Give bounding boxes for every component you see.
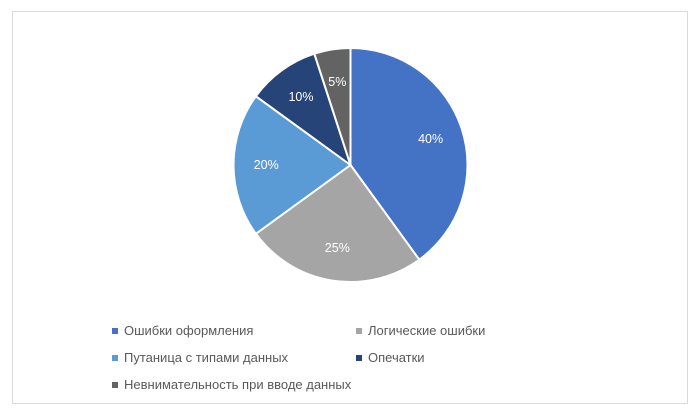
pie-slice-0 [349,46,469,262]
legend-marker-icon [112,354,118,361]
legend-label: Логические ошибки [368,323,486,338]
legend-item-3: Опечатки [356,350,425,365]
pie-slice-3 [254,52,353,168]
legend-label: Путаница с типами данных [124,350,289,365]
slice-data-label: 40% [418,132,443,146]
pie-slice-4 [313,46,352,166]
slice-data-label: 10% [288,90,313,104]
legend-marker-icon [356,327,362,334]
legend-label: Опечатки [368,350,425,365]
slice-data-label: 5% [328,75,346,89]
legend-item-4: Невнимательность при вводе данных [112,377,351,392]
pie-slice-1 [254,163,421,283]
pie-slice-2 [232,94,353,236]
legend-marker-icon [112,327,118,334]
legend-item-1: Логические ошибки [356,323,485,338]
legend-marker-icon [356,354,362,361]
legend-label: Невнимательность при вводе данных [124,377,352,392]
slice-data-label: 25% [325,241,350,255]
legend-marker-icon [112,381,118,388]
legend-item-2: Путаница с типами данных [112,350,288,365]
slice-data-label: 20% [254,158,279,172]
legend-item-0: Ошибки оформления [112,323,253,338]
legend-label: Ошибки оформления [124,323,254,338]
